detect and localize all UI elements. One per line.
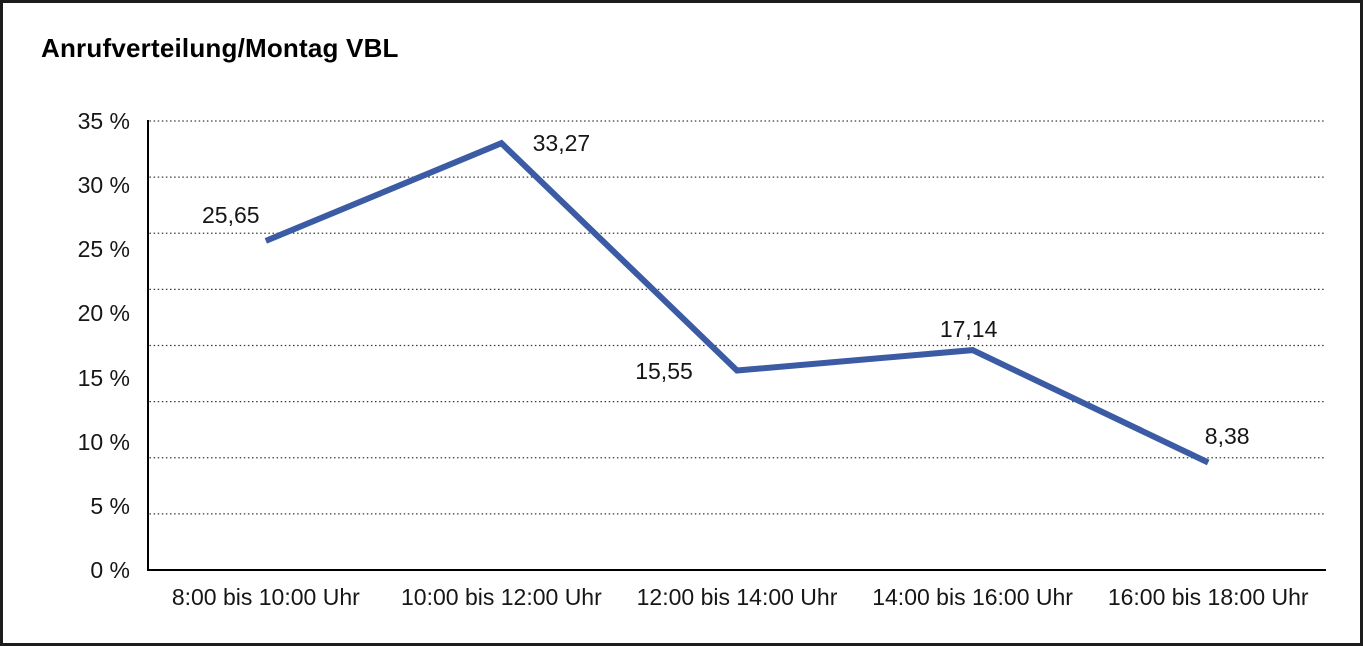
x-axis-tick-label: 16:00 bis 18:00 Uhr [1107,584,1309,610]
x-axis-tick-label: 8:00 bis 10:00 Uhr [171,584,360,610]
x-axis-tick-label: 10:00 bis 12:00 Uhr [401,584,602,610]
y-axis-tick-label: 25 % [77,236,130,263]
chart-title: Anrufverteilung/Montag VBL [41,33,399,63]
y-axis-tick-label: 35 % [77,108,130,134]
x-axis-tick-label: 12:00 bis 14:00 Uhr [636,584,838,610]
data-point-label: 8,38 [1204,423,1250,450]
data-point-label: 17,14 [939,316,998,343]
data-point-label: 25,65 [202,201,260,228]
y-axis-tick-label: 0 % [90,557,130,583]
y-axis-tick-label: 15 % [77,364,130,391]
y-axis-tick-label: 20 % [77,300,130,327]
x-axis-tick-label: 14:00 bis 16:00 Uhr [872,584,1073,610]
y-axis-tick-label: 5 % [90,492,130,519]
data-point-label: 33,27 [532,130,591,157]
y-axis-tick-label: 30 % [77,172,130,199]
line-chart-canvas [147,120,1326,571]
data-series-line [264,139,1210,466]
y-axis-tick-label: 10 % [77,428,130,455]
data-point-label: 15,55 [635,357,693,384]
